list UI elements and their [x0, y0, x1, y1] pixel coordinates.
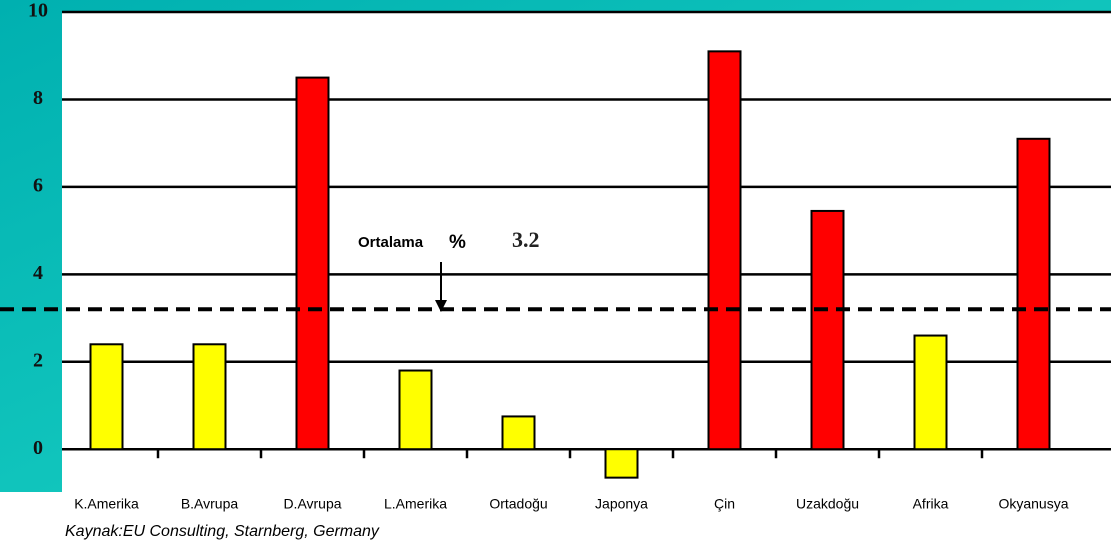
average-label: Ortalama — [358, 234, 424, 251]
x-tick-label: L.Amerika — [384, 496, 447, 512]
x-tick-label: K.Amerika — [74, 496, 139, 512]
bar — [604, 448, 639, 479]
x-tick-label: D.Avrupa — [283, 496, 341, 512]
x-tick-label: B.Avrupa — [181, 496, 239, 512]
y-tick-label: 8 — [33, 87, 43, 109]
x-tick-label: Okyanusya — [998, 496, 1068, 512]
x-tick-label: Afrika — [913, 496, 949, 512]
x-tick-label: Ortadoğu — [489, 496, 547, 512]
bar — [810, 209, 845, 451]
bar — [295, 76, 330, 451]
arrow-head — [435, 300, 447, 312]
x-tick-label: Çin — [714, 496, 735, 512]
bar — [707, 50, 742, 451]
x-tick-label: Japonya — [595, 496, 648, 512]
y-tick-label: 2 — [33, 349, 43, 371]
average-value-label: 3.2 — [512, 227, 540, 252]
y-tick-label: 4 — [33, 262, 43, 284]
bar — [192, 343, 227, 451]
bar — [1016, 137, 1051, 451]
average-unit: % — [449, 232, 466, 253]
y-tick-label: 6 — [33, 174, 43, 196]
y-tick-label: 0 — [33, 437, 43, 459]
footer-area — [0, 492, 1111, 547]
y-tick-label: 10 — [28, 0, 48, 22]
source: Kaynak:EU Consulting, Starnberg, Germany — [65, 523, 380, 540]
bar — [398, 369, 433, 451]
bar — [913, 334, 948, 451]
x-tick-label: Uzakdoğu — [796, 496, 859, 512]
bar — [89, 343, 124, 451]
bar — [501, 415, 536, 451]
